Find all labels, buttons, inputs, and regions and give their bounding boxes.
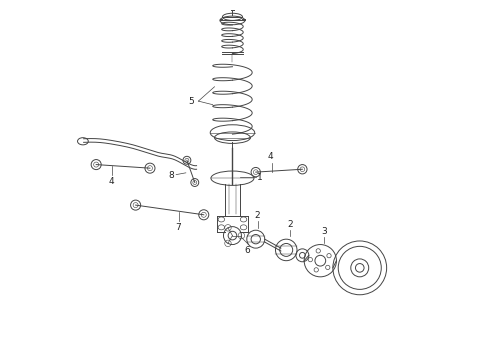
Text: 6: 6 (245, 246, 250, 255)
Text: 1: 1 (257, 173, 263, 182)
Text: 4: 4 (268, 152, 273, 161)
Text: 4: 4 (109, 177, 114, 186)
Text: 2: 2 (287, 220, 293, 229)
Text: 3: 3 (321, 227, 327, 236)
Text: 8: 8 (168, 171, 174, 180)
Text: 2: 2 (255, 211, 260, 220)
Text: 7: 7 (175, 223, 181, 232)
Text: 5: 5 (188, 97, 194, 106)
